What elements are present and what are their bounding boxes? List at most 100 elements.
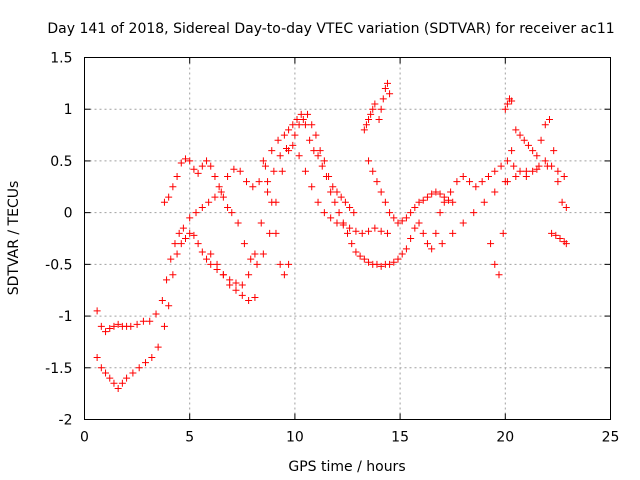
- data-point: [381, 85, 389, 93]
- data-point: [365, 157, 373, 165]
- data-point: [537, 136, 545, 144]
- data-point: [432, 229, 440, 237]
- data-point: [520, 136, 528, 144]
- data-point: [226, 281, 234, 289]
- series-track-G: [487, 116, 570, 279]
- data-point: [299, 116, 307, 124]
- data-marks: [93, 79, 570, 392]
- data-point: [97, 364, 105, 372]
- chart-title: Day 141 of 2018, Sidereal Day-to-day VTE…: [47, 21, 614, 37]
- series-track-D: [375, 79, 394, 124]
- data-point: [181, 235, 189, 242]
- data-point: [423, 240, 431, 248]
- data-point: [230, 165, 238, 173]
- data-point: [533, 165, 541, 173]
- axis-ticks: 0 5 10 15 20 25 -2 -1.5 -1 -0.5 0 0.5 1 1.5: [45, 51, 619, 446]
- data-point: [285, 260, 293, 268]
- data-point: [133, 320, 141, 328]
- data-point: [386, 260, 394, 268]
- data-point: [207, 260, 215, 268]
- data-point: [110, 322, 118, 330]
- data-point: [331, 198, 339, 206]
- data-point: [554, 167, 562, 175]
- data-point: [93, 307, 101, 315]
- data-point: [118, 379, 126, 387]
- data-point: [552, 231, 560, 239]
- data-point: [102, 369, 110, 377]
- data-point: [375, 116, 383, 124]
- data-point: [337, 193, 345, 201]
- data-point: [264, 188, 272, 196]
- data-point: [186, 214, 194, 222]
- data-point: [365, 227, 373, 235]
- data-point: [562, 203, 570, 211]
- data-point: [247, 255, 255, 263]
- data-point: [310, 147, 318, 155]
- data-point: [106, 374, 114, 382]
- data-point: [160, 198, 168, 206]
- data-point: [381, 198, 389, 206]
- data-point: [245, 271, 253, 279]
- data-point: [415, 219, 423, 227]
- data-point: [516, 131, 524, 139]
- data-point: [383, 79, 391, 87]
- data-point: [198, 248, 206, 256]
- data-point: [312, 131, 320, 139]
- data-point: [278, 167, 286, 175]
- data-point: [365, 258, 373, 266]
- x-tick-label: 0: [80, 430, 89, 446]
- data-point: [394, 219, 402, 227]
- data-point: [211, 193, 219, 201]
- data-point: [459, 219, 467, 227]
- data-point: [554, 178, 562, 186]
- data-point: [295, 152, 303, 160]
- series-track-B: [93, 141, 391, 392]
- data-point: [356, 252, 364, 260]
- data-point: [497, 162, 505, 170]
- grid: [84, 57, 611, 420]
- data-point: [314, 152, 322, 160]
- data-point: [407, 209, 415, 217]
- data-point: [371, 224, 379, 232]
- data-point: [272, 229, 280, 237]
- data-point: [466, 178, 474, 186]
- data-point: [295, 121, 303, 129]
- data-point: [360, 255, 368, 263]
- data-point: [123, 374, 131, 382]
- data-point: [207, 162, 215, 170]
- data-point: [394, 255, 402, 263]
- data-point: [318, 162, 326, 170]
- data-point: [407, 235, 415, 242]
- x-tick-label: 5: [185, 430, 194, 446]
- data-point: [447, 188, 455, 196]
- data-point: [306, 136, 314, 144]
- data-point: [192, 209, 200, 217]
- data-point: [508, 147, 516, 155]
- data-point: [245, 297, 253, 305]
- data-point: [386, 90, 394, 98]
- data-point: [308, 121, 316, 129]
- data-point: [428, 190, 436, 198]
- data-point: [276, 260, 284, 268]
- data-point: [219, 271, 227, 279]
- data-point: [438, 240, 446, 248]
- data-point: [203, 157, 211, 165]
- data-point: [97, 322, 105, 330]
- data-point: [217, 188, 225, 196]
- data-point: [333, 219, 341, 227]
- data-point: [127, 322, 135, 330]
- data-point: [444, 196, 452, 204]
- data-point: [194, 240, 202, 248]
- data-point: [533, 152, 541, 160]
- data-point: [352, 248, 360, 256]
- data-point: [369, 105, 377, 113]
- data-point: [512, 172, 520, 180]
- data-point: [142, 359, 150, 367]
- data-point: [348, 240, 356, 248]
- data-point: [556, 235, 564, 242]
- data-point: [440, 193, 448, 201]
- data-point: [198, 162, 206, 170]
- data-point: [510, 162, 518, 170]
- data-point: [259, 250, 267, 258]
- data-point: [327, 188, 335, 196]
